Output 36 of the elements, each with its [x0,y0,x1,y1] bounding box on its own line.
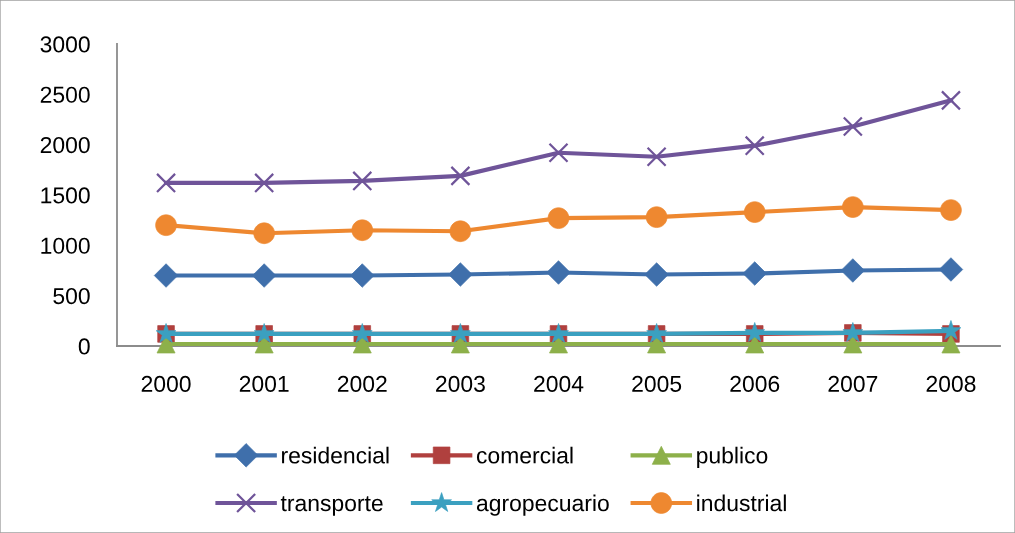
point [548,142,569,163]
point [252,263,277,288]
point [645,206,668,228]
x-tick-label: 2004 [534,375,584,392]
x-tick-label: 2003 [436,375,485,392]
legend-label: publico [697,446,768,469]
legend-label: agropecuario [476,494,609,516]
point [153,263,179,288]
y-tick-label: 3000 [40,36,90,53]
point [450,165,471,187]
x-tick-label: 2001 [239,375,289,392]
x-tick-label: 2002 [337,375,387,392]
point [254,172,275,194]
point [352,170,373,192]
y-tick-label: 2500 [40,86,90,103]
point [155,172,177,194]
point [842,116,863,137]
legend-label: transporte [280,496,383,516]
point [938,257,964,282]
x-tick-label: 2006 [730,375,780,392]
legend-label: comercial [476,446,573,464]
y-tick-label: 1500 [41,187,90,204]
legend-label: residencial [282,446,389,464]
y-tick-label: 0 [78,338,90,355]
x-tick-label: 2005 [632,375,682,392]
point [744,135,765,156]
y-tick-label: 1000 [41,237,90,254]
legend-label: industrial [697,494,786,512]
x-tick-label: 2007 [828,375,878,392]
x-tick-label: 2008 [926,375,976,392]
y-tick-label: 2000 [40,136,90,154]
x-tick-label: 2000 [141,375,191,392]
point [940,90,962,111]
y-tick-label: 500 [53,287,90,305]
point [743,201,766,223]
point [646,146,667,167]
